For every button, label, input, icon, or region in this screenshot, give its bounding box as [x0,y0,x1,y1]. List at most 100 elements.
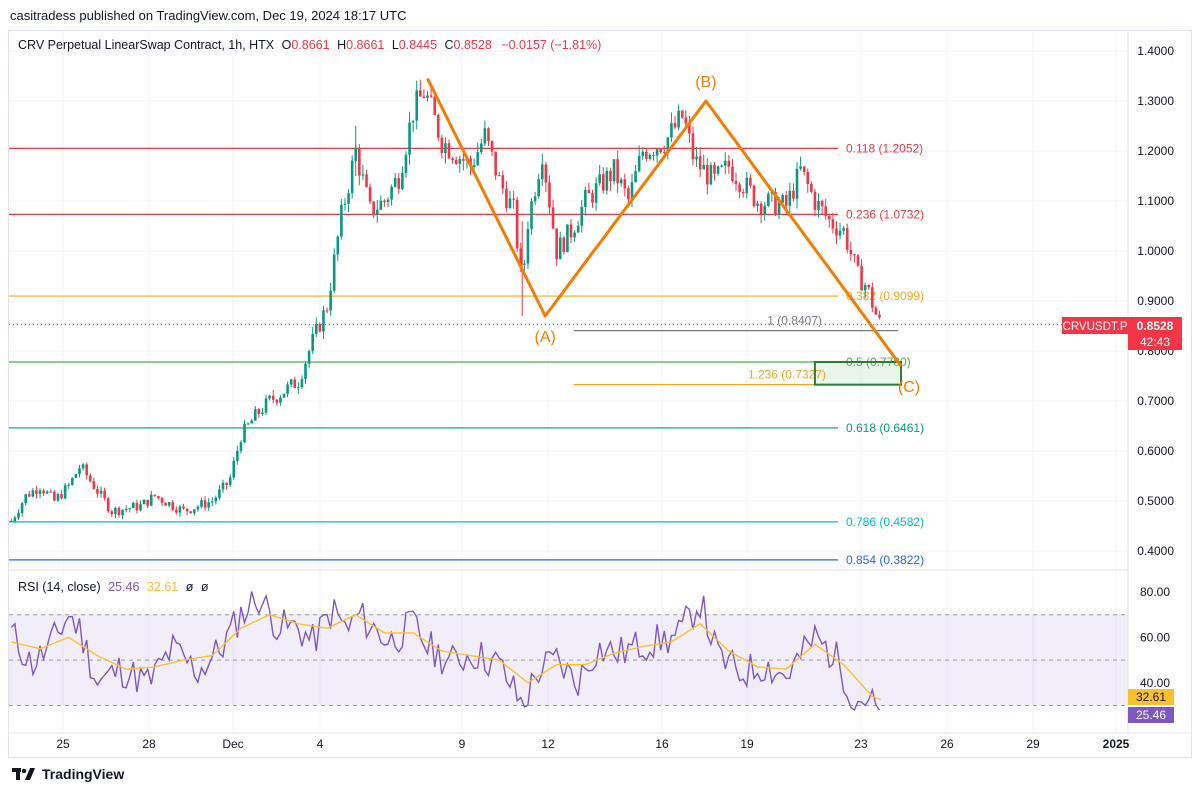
candle-body [645,152,648,159]
candle-body [563,238,566,252]
candle-body [724,161,727,166]
candle-body [215,498,218,502]
rsi-value-tags: 32.61 25.46 [1128,689,1174,723]
candle-body [753,186,756,206]
candle-body [125,509,128,510]
x-tick-label: 4 [317,737,324,751]
candle-body [405,155,408,173]
fib-level-label: 0.618 (0.6461) [846,421,924,435]
rsi-ma-tag-text: 32.61 [1136,690,1166,704]
candle-body [35,490,38,494]
candle-body [197,507,200,510]
y-tick-label: 1.1000 [1137,194,1174,208]
y-tick-label: 0.7000 [1137,394,1174,408]
candle-body [767,194,770,206]
candle-body [383,201,386,202]
rsi-legend[interactable]: RSI (14, close) 25.46 32.61 ø ø [18,580,208,594]
change-value: −0.0157 (−1.81%) [501,38,601,52]
candle-body [82,464,85,468]
candle-body [132,503,135,508]
candle-body [462,159,465,161]
candle-body [276,400,279,403]
x-tick-label: 2025 [1103,737,1130,751]
candle-body [534,196,537,201]
candle-body [390,187,393,200]
candle-body [121,510,124,515]
high-label: H [337,38,346,52]
candle-body [817,201,820,210]
candle-body [620,179,623,183]
candle-body [358,148,361,175]
x-tick-label: 28 [142,737,156,751]
candle-body [602,174,605,190]
candle-body [699,156,702,169]
tradingview-logo[interactable]: TradingView [12,766,124,782]
candle-body [624,179,627,188]
candle-body [681,111,684,118]
candle-body [871,287,874,307]
candle-body [814,192,817,210]
candle-body [799,166,802,168]
fibonacci-layer: 0.118 (1.2052)0.236 (1.0732)0.382 (0.909… [9,141,1128,567]
candle-body [128,508,131,509]
candle-body [107,498,110,511]
candle-body [875,308,878,315]
candle-body [595,183,598,203]
candle-body [157,496,160,498]
candle-body [430,96,433,97]
x-tick-label: 12 [541,737,555,751]
wave-label: (B) [695,74,716,91]
candle-body [577,226,580,233]
candle-body [455,160,458,164]
candle-body [484,128,487,143]
candle-body [154,495,157,496]
x-tick-label: 25 [56,737,70,751]
rsi-na-2: ø [201,580,209,594]
low-value: 0.8445 [399,38,437,52]
candle-body [333,255,336,291]
candle-body [118,508,121,515]
candle-body [222,483,225,490]
candle-body [53,492,56,501]
candle-body [545,164,548,182]
candle-body [588,190,591,193]
candle-body [756,204,759,206]
candle-body [329,291,332,311]
fib-level-label: 0.236 (1.0732) [846,207,924,221]
candle-body [232,461,235,478]
candle-body [225,483,228,485]
candle-body [200,500,203,506]
last-price-tag[interactable]: CRVUSDT.P 0.8528 42:43 [1062,317,1182,350]
candle-body [114,508,117,514]
candle-body [146,500,149,506]
candle-body [412,121,415,123]
candle-body [789,191,792,206]
candle-body [494,152,497,176]
candle-body [60,494,63,498]
high-value: 0.8661 [346,38,384,52]
wave-label: (A) [534,329,555,346]
candle-body [103,491,106,499]
x-tick-label: 23 [854,737,868,751]
candle-body [498,175,501,176]
candle-body [512,199,515,200]
candle-body [720,166,723,167]
candle-body [728,161,731,167]
candle-body [337,237,340,255]
candle-body [57,494,60,500]
candle-body [763,206,766,214]
candle-body [860,266,863,291]
symbol-legend[interactable]: CRV Perpetual LinearSwap Contract, 1h, H… [18,38,601,52]
candle-body [441,138,444,153]
candle-body [745,178,748,193]
candle-body [502,175,505,188]
candle-body [832,219,835,228]
close-value: 0.8528 [454,38,492,52]
candle-body [613,159,616,181]
candle-body [293,379,296,388]
candle-body [541,164,544,179]
candle-body [638,156,641,171]
candle-body [480,144,483,152]
candle-body [505,189,508,208]
